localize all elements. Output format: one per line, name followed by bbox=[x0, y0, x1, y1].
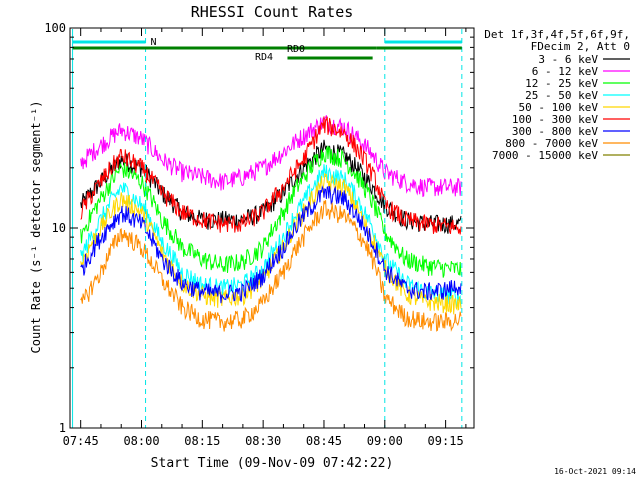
rd0-flag-label: RD0 bbox=[287, 44, 305, 55]
footer-date: 16-Oct-2021 09:14 bbox=[554, 467, 636, 476]
series-line-5 bbox=[80, 116, 462, 235]
series-line-7 bbox=[80, 200, 462, 332]
legend-label: 7000 - 15000 keV bbox=[492, 149, 598, 162]
chart-title: RHESSI Count Rates bbox=[191, 3, 354, 21]
x-tick-label: 07:45 bbox=[63, 434, 99, 448]
x-tick-label: 08:45 bbox=[306, 434, 342, 448]
series-line-4 bbox=[80, 172, 462, 315]
x-axis-label: Start Time (09-Nov-09 07:42:22) bbox=[151, 456, 394, 471]
legend-label: 3 - 6 keV bbox=[538, 53, 598, 66]
rd4-flag-label: RD4 bbox=[255, 52, 273, 63]
legend-label: 100 - 300 keV bbox=[512, 113, 598, 126]
y-tick-label: 100 bbox=[44, 21, 66, 35]
x-tick-label: 08:30 bbox=[245, 434, 281, 448]
series-line-1 bbox=[80, 115, 462, 198]
legend-header: FDecim 2, Att 0 bbox=[531, 40, 630, 53]
legend-label: 6 - 12 keV bbox=[532, 65, 599, 78]
y-tick-label: 1 bbox=[59, 421, 66, 435]
legend-header: Det 1f,3f,4f,5f,6f,9f, bbox=[484, 28, 630, 41]
n-flag-label: N bbox=[151, 37, 157, 48]
legend-label: 12 - 25 keV bbox=[525, 77, 598, 90]
y-tick-label: 10 bbox=[52, 221, 66, 235]
x-tick-label: 08:00 bbox=[123, 434, 159, 448]
series-line-6 bbox=[80, 185, 462, 304]
y-axis-label: Count Rate (s⁻¹ detector segment⁻¹) bbox=[29, 101, 43, 354]
legend-label: 50 - 100 keV bbox=[519, 101, 599, 114]
plot-area: N RD0 RD4 1 10 100 07:45 08:00 08:15 08:30 08:45 09… bbox=[44, 21, 475, 448]
x-tick-label: 09:00 bbox=[367, 434, 403, 448]
series-line-2 bbox=[80, 145, 462, 278]
legend: Det 1f,3f,4f,5f,6f,9f,FDecim 2, Att 03 -… bbox=[484, 28, 630, 162]
x-tick-label: 09:15 bbox=[428, 434, 464, 448]
x-tick-label: 08:15 bbox=[184, 434, 220, 448]
legend-label: 25 - 50 keV bbox=[525, 89, 598, 102]
legend-label: 800 - 7000 keV bbox=[505, 137, 598, 150]
legend-label: 300 - 800 keV bbox=[512, 125, 598, 138]
